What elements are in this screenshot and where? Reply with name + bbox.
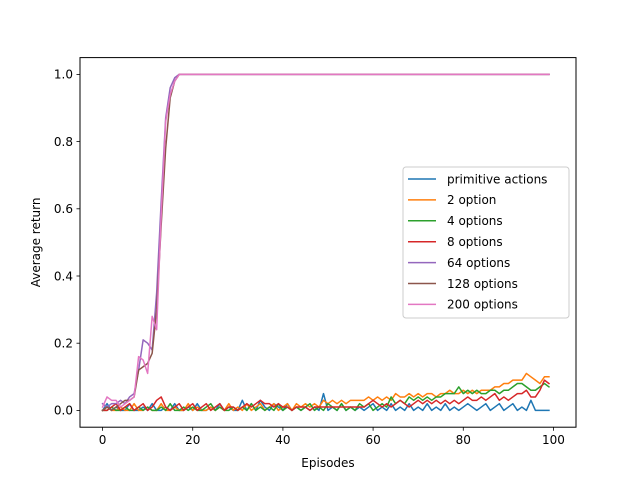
x-tick-label: 60 [365, 433, 380, 447]
legend-label: 128 options [447, 277, 518, 291]
legend-label: 4 options [447, 214, 503, 228]
legend-frame [402, 166, 570, 319]
legend-label: 200 options [447, 298, 518, 312]
x-tick-label: 80 [456, 433, 471, 447]
x-tick-label: 20 [185, 433, 200, 447]
y-tick-label: 0.4 [54, 269, 73, 283]
x-tick-label: 40 [275, 433, 290, 447]
series-layer [101, 73, 550, 412]
legend-label: 2 option [447, 193, 496, 207]
y-tick-label: 1.0 [54, 68, 73, 82]
legend: primitive actions 2 option 4 options 8 opti… [402, 166, 570, 319]
x-axis-ticks: 0 20 40 60 80 100 [99, 427, 565, 447]
y-tick-label: 0.8 [54, 135, 73, 149]
y-tick-label: 0.0 [54, 404, 73, 418]
series-line-4 [101, 379, 550, 412]
legend-entries: primitive actions 2 option 4 options 8 opti… [408, 172, 547, 312]
legend-label: 64 options [447, 256, 510, 270]
y-tick-label: 0.6 [54, 202, 73, 216]
series-line-7 [101, 73, 550, 409]
legend-label: 8 options [447, 235, 503, 249]
plot-frame [79, 57, 577, 428]
x-tick-label: 0 [99, 433, 107, 447]
legend-label: primitive actions [447, 172, 547, 186]
x-tick-label: 100 [542, 433, 565, 447]
y-axis-ticks: 0.0 0.2 0.4 0.6 0.8 1.0 [54, 68, 80, 418]
x-axis-label: Episodes [301, 456, 354, 470]
y-axis-label: Average return [29, 198, 43, 288]
y-tick-label: 0.2 [54, 337, 73, 351]
